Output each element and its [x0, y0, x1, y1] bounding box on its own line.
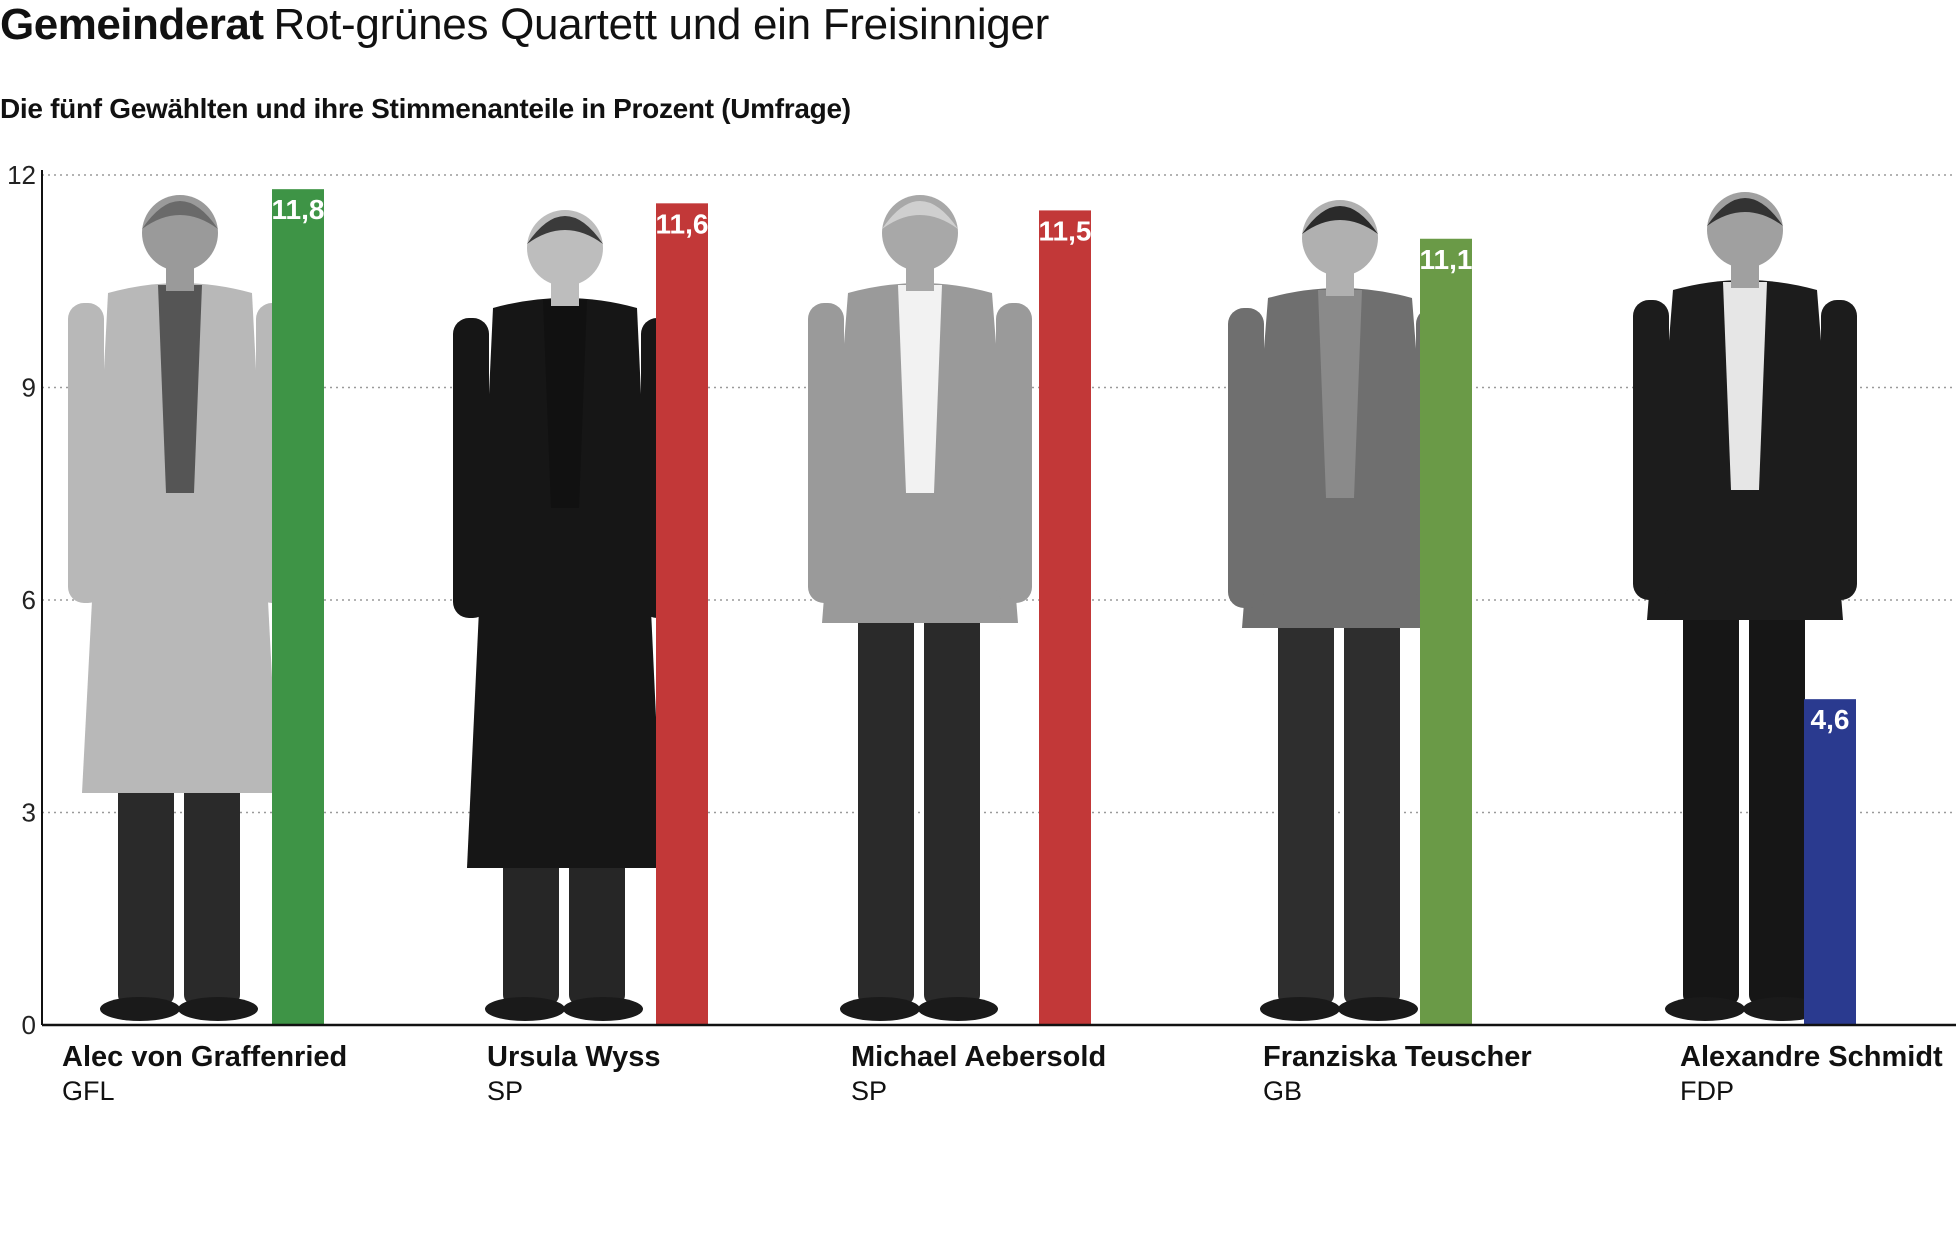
- portrait-hair: [1707, 198, 1783, 226]
- portrait-leg: [1683, 590, 1739, 1005]
- category-name-label: Alec von Graffenried: [62, 1041, 347, 1073]
- y-axis: 0 3 6 9 12: [7, 160, 1956, 1040]
- portrait-leg: [858, 593, 914, 1005]
- category-party-label: GB: [1263, 1076, 1302, 1106]
- bar: [272, 189, 324, 1025]
- portrait-coat: [82, 283, 278, 793]
- bar-value-label: 11,6: [656, 208, 709, 239]
- portrait-shoe: [1260, 997, 1340, 1021]
- y-tick-label: 9: [22, 373, 36, 403]
- portrait-arm: [68, 303, 104, 603]
- portrait-hair: [527, 216, 603, 244]
- portrait-shoe: [100, 997, 180, 1021]
- portrait-shoe: [1338, 997, 1418, 1021]
- portrait-photo: [1633, 192, 1857, 1021]
- portrait-arm: [1228, 308, 1264, 608]
- portrait-arm: [453, 318, 489, 618]
- portrait-shirt: [158, 285, 202, 493]
- bar: [1804, 699, 1856, 1025]
- bar-value-label: 11,1: [1420, 244, 1473, 275]
- bar-value-label: 4,6: [1811, 704, 1850, 735]
- bars: 11,8 11,6 11,5 11,1 4,6: [272, 189, 1856, 1026]
- portrait-shirt: [898, 285, 942, 493]
- category-party-label: SP: [487, 1076, 523, 1106]
- y-tick-label: 6: [22, 585, 36, 615]
- bar-chart: 11,8 11,6 11,5 11,1 4,6 0 3 6 9 12 Alec von Graf…: [7, 160, 1956, 1106]
- portrait-leg: [1749, 590, 1805, 1005]
- gridlines: [42, 174, 1956, 814]
- category-party-label: SP: [851, 1076, 887, 1106]
- bar: [656, 203, 708, 1026]
- portrait-photo: [808, 195, 1032, 1021]
- chart-title: Gemeinderat Rot-grünes Quartett und ein F…: [0, 0, 1049, 50]
- category-name-label: Ursula Wyss: [487, 1041, 661, 1073]
- portrait-leg: [1278, 598, 1334, 1005]
- portrait-shirt: [1723, 282, 1767, 490]
- portrait-shoe: [918, 997, 998, 1021]
- portrait-arm: [1633, 300, 1669, 600]
- portrait-hair: [1302, 206, 1378, 234]
- y-tick-label: 3: [22, 798, 36, 828]
- portrait-shirt: [543, 300, 587, 508]
- category-name-label: Michael Aebersold: [851, 1041, 1106, 1073]
- bar: [1420, 238, 1472, 1025]
- portrait-shoe: [485, 997, 565, 1021]
- chart-subtitle: Die fünf Gewählten und ihre Stimmenantei…: [0, 93, 851, 124]
- portrait-leg: [1344, 598, 1400, 1005]
- portrait-photo: [453, 210, 677, 1021]
- y-tick-label: 12: [7, 160, 36, 190]
- portrait-shoe: [1743, 997, 1823, 1021]
- portrait-hair: [882, 201, 958, 229]
- portrait-shoe: [563, 997, 643, 1021]
- category-party-label: FDP: [1680, 1076, 1734, 1106]
- portrait-shoe: [1665, 997, 1745, 1021]
- bar-value-label: 11,8: [272, 194, 325, 225]
- category-name-label: Franziska Teuscher: [1263, 1041, 1532, 1073]
- y-tick-label: 0: [22, 1010, 36, 1040]
- portrait-shoe: [178, 997, 258, 1021]
- title-bold: Gemeinderat: [0, 0, 264, 49]
- portrait-arm: [808, 303, 844, 603]
- portrait-hair: [142, 201, 218, 229]
- portrait-shoe: [840, 997, 920, 1021]
- title-rest: Rot-grünes Quartett und ein Freisinniger: [273, 0, 1049, 49]
- bar-value-label: 11,5: [1039, 215, 1092, 246]
- category-party-label: GFL: [62, 1076, 115, 1106]
- category-name-label: Alexandre Schmidt: [1680, 1041, 1943, 1073]
- portrait-arm: [996, 303, 1032, 603]
- portrait-coat: [467, 298, 663, 868]
- portrait-silhouettes: [68, 192, 1857, 1021]
- portrait-photo: [68, 195, 292, 1021]
- portrait-arm: [1821, 300, 1857, 600]
- portrait-shirt: [1318, 290, 1362, 498]
- bar: [1039, 210, 1091, 1025]
- portrait-leg: [924, 593, 980, 1005]
- portrait-photo: [1228, 200, 1452, 1021]
